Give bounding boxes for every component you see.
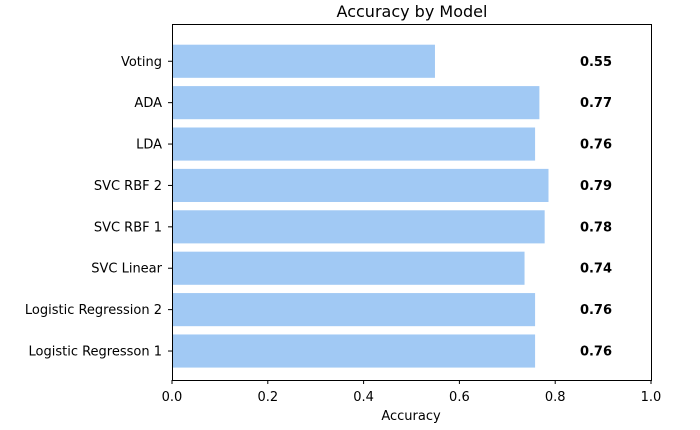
x-tick-label: 0.4 <box>353 390 374 405</box>
y-tick-label-logistic-regresson-1: Logistic Regresson 1 <box>29 345 163 360</box>
x-axis-ticks: 0.0 0.2 0.4 0.6 0.8 1.0 <box>162 380 662 405</box>
data-label-svc-rbf-2: 0.79 <box>580 179 612 194</box>
data-labels-group: 0.76 0.76 0.74 0.78 0.79 0.76 0.77 0.55 <box>580 55 612 360</box>
bars-group <box>172 44 549 368</box>
bar-logistic-regresson-1 <box>172 334 536 368</box>
y-tick-label-svc-rbf-1: SVC RBF 1 <box>94 220 162 235</box>
bar-logistic-regression-2 <box>172 293 536 327</box>
data-label-voting: 0.55 <box>580 55 612 70</box>
data-label-lda: 0.76 <box>580 138 612 153</box>
x-tick-label: 0.0 <box>162 390 183 405</box>
y-tick-label-svc-linear: SVC Linear <box>91 262 162 277</box>
x-tick-label: 0.8 <box>545 390 566 405</box>
y-tick-label-logistic-regression-2: Logistic Regression 2 <box>25 303 162 318</box>
y-tick-label-voting: Voting <box>121 55 162 70</box>
y-tick-label-svc-rbf-2: SVC RBF 2 <box>94 179 162 194</box>
bar-svc-linear <box>172 251 525 285</box>
x-tick-label: 0.6 <box>449 390 470 405</box>
data-label-logistic-regression-2: 0.76 <box>580 303 612 318</box>
bar-svc-rbf-1 <box>172 210 545 244</box>
x-tick-label: 1.0 <box>641 390 662 405</box>
data-label-svc-linear: 0.74 <box>580 262 612 277</box>
x-axis-label: Accuracy <box>381 409 441 424</box>
bar-svc-rbf-2 <box>172 168 549 202</box>
bar-ada <box>172 86 540 120</box>
y-tick-label-lda: LDA <box>136 138 162 153</box>
y-tick-label-ada: ADA <box>134 96 162 111</box>
plot-frame <box>172 24 652 381</box>
bar-voting <box>172 44 435 78</box>
bar-lda <box>172 127 536 161</box>
y-axis-ticks: Logistic Regresson 1 Logistic Regression … <box>25 55 172 360</box>
x-tick-label: 0.2 <box>257 390 278 405</box>
data-label-ada: 0.77 <box>580 96 612 111</box>
chart-title: Accuracy by Model <box>337 2 488 21</box>
data-label-svc-rbf-1: 0.78 <box>580 220 612 235</box>
data-label-logistic-regresson-1: 0.76 <box>580 345 612 360</box>
